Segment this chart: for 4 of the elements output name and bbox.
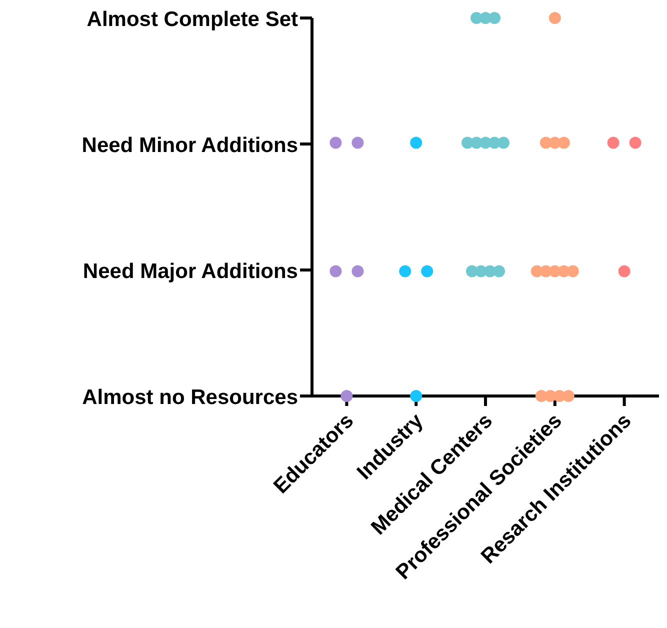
text: Almost no Resources — [82, 386, 298, 409]
text: Almost Complete Set — [86, 8, 298, 31]
text: Need Minor Additions — [82, 134, 298, 157]
text: Need Major Additions — [82, 260, 298, 283]
